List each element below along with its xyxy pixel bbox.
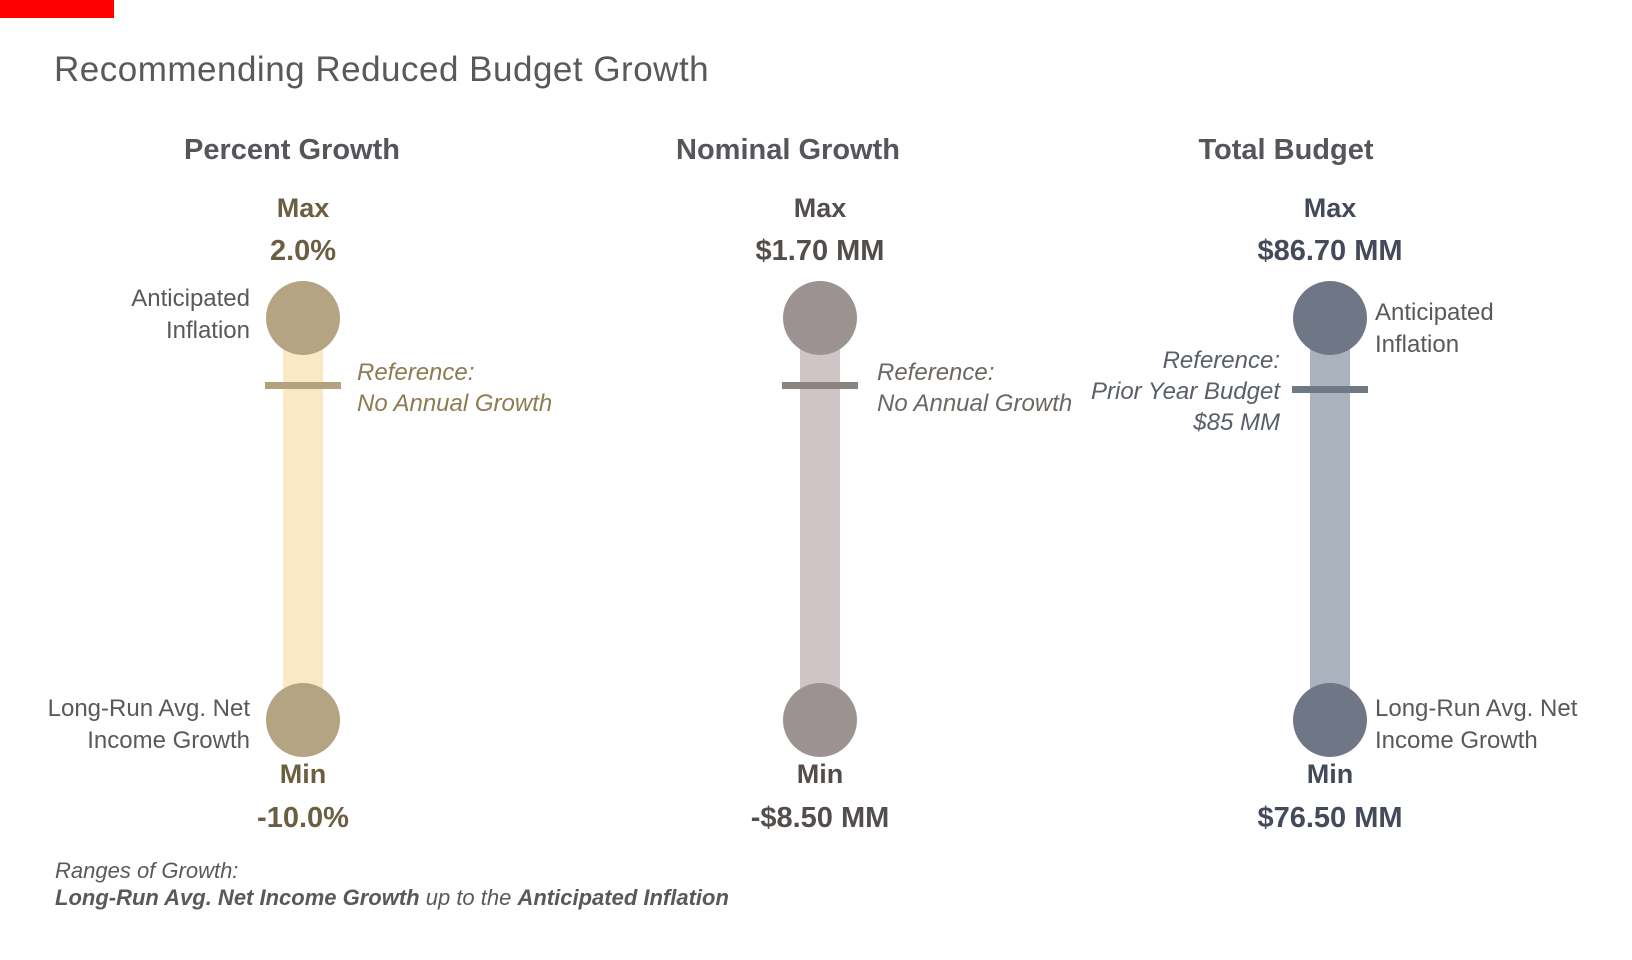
min-node: [1293, 683, 1367, 757]
max-node: [1293, 281, 1367, 355]
reference-line: Reference:: [877, 359, 995, 386]
min-label: Min: [279, 759, 327, 789]
max-node: [783, 281, 857, 355]
bottom-annotation-line: Income Growth: [1375, 727, 1538, 754]
top-annotation-line: Anticipated: [131, 285, 250, 312]
footnote-line1: Ranges of Growth:: [55, 858, 239, 883]
column-header: Nominal Growth: [676, 134, 900, 166]
footnote-line2: Long-Run Avg. Net Income Growth up to th…: [55, 884, 729, 911]
min-value: -$8.50 MM: [750, 802, 890, 834]
bottom-annotation-line: Long-Run Avg. Net: [1375, 695, 1578, 722]
top-annotation-line: Anticipated: [1375, 299, 1494, 326]
top-left-accent-bar: [0, 0, 114, 18]
min-label: Min: [1306, 759, 1354, 789]
reference-line: No Annual Growth: [877, 390, 1073, 417]
reference-line: Prior Year Budget: [1090, 378, 1280, 405]
range-bar: [283, 318, 323, 720]
max-value: $1.70 MM: [755, 235, 885, 267]
max-node: [266, 281, 340, 355]
reference-annotation: Reference: No Annual Growth: [357, 357, 552, 419]
top-annotation-line: Inflation: [165, 317, 250, 344]
max-label: Max: [276, 193, 330, 223]
bottom-annotation-line: Income Growth: [87, 727, 250, 754]
top-annotation: Anticipated Inflation: [1375, 297, 1625, 361]
column-header: Percent Growth: [184, 134, 400, 166]
reference-annotation: Reference: Prior Year Budget $85 MM: [940, 345, 1280, 438]
min-value: $76.50 MM: [1257, 802, 1403, 834]
bottom-annotation: Long-Run Avg. Net Income Growth: [1375, 693, 1632, 757]
reference-line: Reference:: [357, 359, 475, 386]
page-title: Recommending Reduced Budget Growth: [54, 50, 710, 89]
footnote-regular-segment: up to the: [419, 885, 518, 910]
reference-line: No Annual Growth: [357, 390, 553, 417]
min-value: -10.0%: [257, 802, 349, 834]
reference-annotation: Reference: No Annual Growth: [877, 357, 1072, 419]
max-value: $86.70 MM: [1257, 235, 1403, 267]
min-node: [266, 683, 340, 757]
reference-tick: [265, 382, 341, 389]
footnote-bold-segment: Anticipated Inflation: [517, 885, 729, 910]
bottom-annotation: Long-Run Avg. Net Income Growth: [30, 693, 250, 757]
range-bar: [1310, 318, 1350, 720]
top-annotation: Anticipated Inflation: [30, 283, 250, 347]
footnote-bold-segment: Long-Run Avg. Net Income Growth: [55, 885, 420, 910]
max-label: Max: [793, 193, 847, 223]
max-value: 2.0%: [269, 235, 337, 267]
min-label: Min: [796, 759, 844, 789]
range-bar: [800, 318, 840, 720]
reference-tick: [782, 382, 858, 389]
column-header: Total Budget: [1198, 134, 1374, 166]
top-annotation-line: Inflation: [1375, 331, 1460, 358]
reference-line: Reference:: [1162, 347, 1280, 374]
bottom-annotation-line: Long-Run Avg. Net: [47, 695, 250, 722]
reference-tick: [1292, 386, 1368, 393]
min-node: [783, 683, 857, 757]
max-label: Max: [1303, 193, 1357, 223]
reference-line: $85 MM: [1193, 409, 1280, 436]
footnote: Ranges of Growth: Long-Run Avg. Net Inco…: [55, 857, 729, 911]
